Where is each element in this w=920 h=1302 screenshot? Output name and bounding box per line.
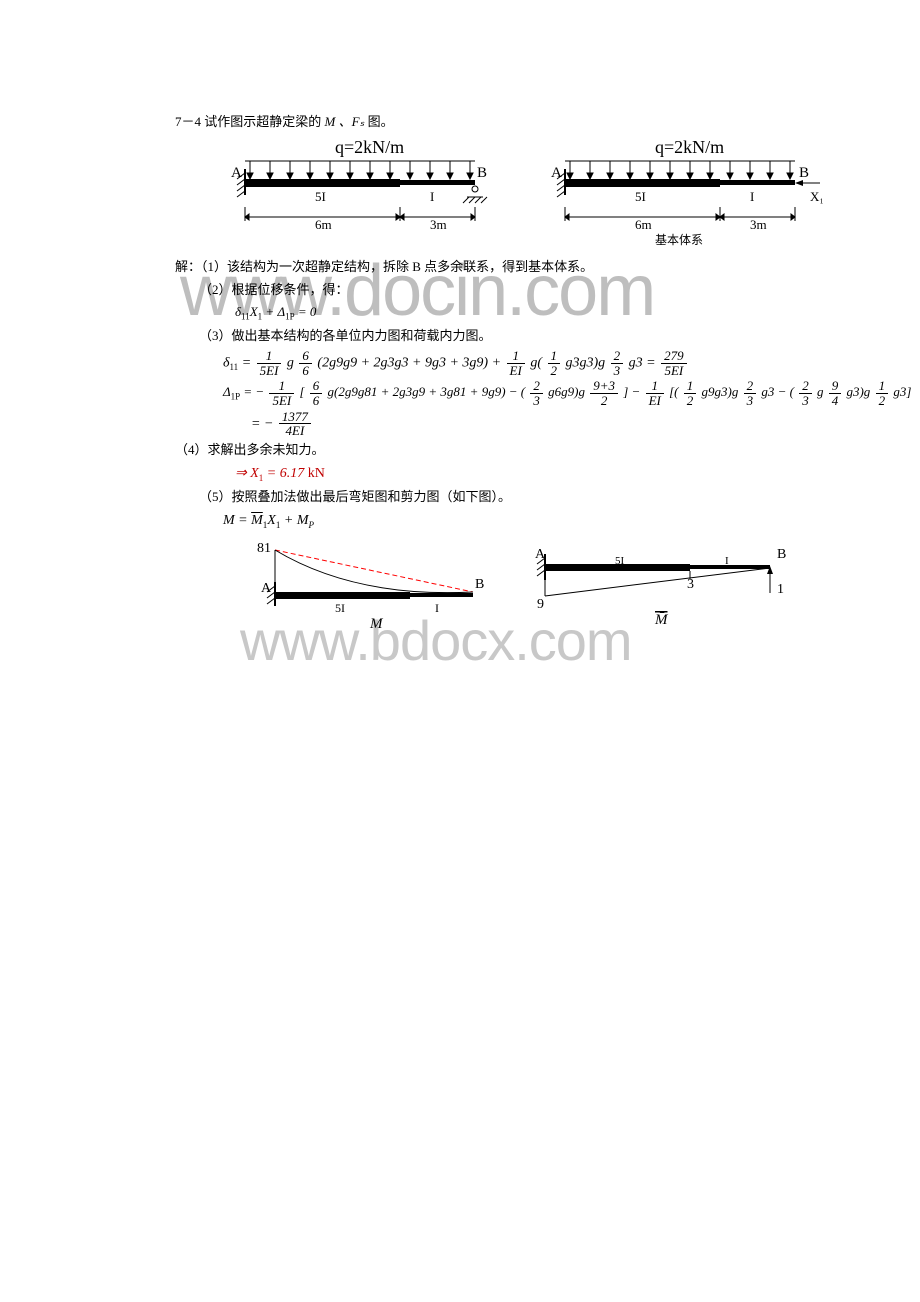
sol-line4: （4）求解出多余未知力。 [175,440,860,461]
seg-5I-mb: 5I [615,555,625,567]
val-A-m: A [261,581,272,596]
delta1p-eq: Δ1P Δ₁ₚ = −= − 15EI [ 66 g(2g9g81 + 2g3g… [175,379,860,407]
val-B-mb: B [777,547,786,562]
val-81: 81 [257,541,271,556]
beam-diagrams: q=2kN/m [215,139,860,249]
val-9: 9 [537,597,544,612]
sol-line5: （5）按照叠加法做出最后弯矩图和剪力图（如下图）。 [175,487,860,508]
x1-label: X₁ [810,189,824,204]
problem-label: 7－4 [175,114,201,129]
compat-eq: δ11X1 + Δ1P = 0 [175,302,860,324]
node-B: B [477,165,487,181]
node-B-r: B [799,165,809,181]
seg-I-m: I [435,601,439,615]
q-label-r: q=2kN/m [655,139,724,157]
m-label: M [369,616,384,632]
node-A: A [231,165,242,181]
sol-line3: （3）做出基本结构的各单位内力图和荷载内力图。 [175,326,860,347]
superposition: M = M1X1 + MP [175,510,860,532]
sol-line2: （2）根据位移条件，得： [175,280,860,301]
result-x1: ⇒ X1 = 6.17 kN [175,463,860,485]
seg-5I-r: 5I [635,189,646,204]
q-label: q=2kN/m [335,139,404,157]
beam-right: q=2kN/m [535,139,835,249]
val-3: 3 [687,577,694,592]
mbar-label: M̄ [654,612,669,628]
len-6m-r: 6m [635,217,652,232]
seg-I: I [430,189,434,204]
seg-I-r: I [750,189,754,204]
len-3m: 3m [430,217,447,232]
seg-5I-m: 5I [335,601,345,615]
mbar-diagram: A B 9 3 1 5I I M̄ [515,538,795,638]
primary-label: 基本体系 [655,233,703,247]
len-6m: 6m [315,217,332,232]
problem-text: 试作图示超静定梁的 [204,114,321,129]
node-A-r: A [551,165,562,181]
problem-vars: M 、Fₛ [325,114,365,129]
val-B-m: B [475,577,484,592]
document-content: 7－4 试作图示超静定梁的 M 、Fₛ 图。 q=2kN/m [175,112,860,638]
problem-suffix: 图。 [368,114,394,129]
problem-line: 7－4 试作图示超静定梁的 M 、Fₛ 图。 [175,112,860,133]
delta1p-result: = − 13774EI [175,410,860,438]
beam-left: q=2kN/m [215,139,505,249]
seg-I-mb: I [725,555,729,567]
result-diagrams: 81 A B 5I I M A [225,538,860,638]
delta11-eq: δ11 = 15EI g 66 (2g9g9 + 2g3g3 + 9g3 + 3… [175,349,860,377]
sol-line1: 解：（1）该结构为一次超静定结构，拆除 B 点多余联系，得到基本体系。 [175,257,860,278]
moment-diagram: 81 A B 5I I M [225,538,485,638]
val-1: 1 [777,582,784,597]
len-3m-r: 3m [750,217,767,232]
seg-5I: 5I [315,189,326,204]
